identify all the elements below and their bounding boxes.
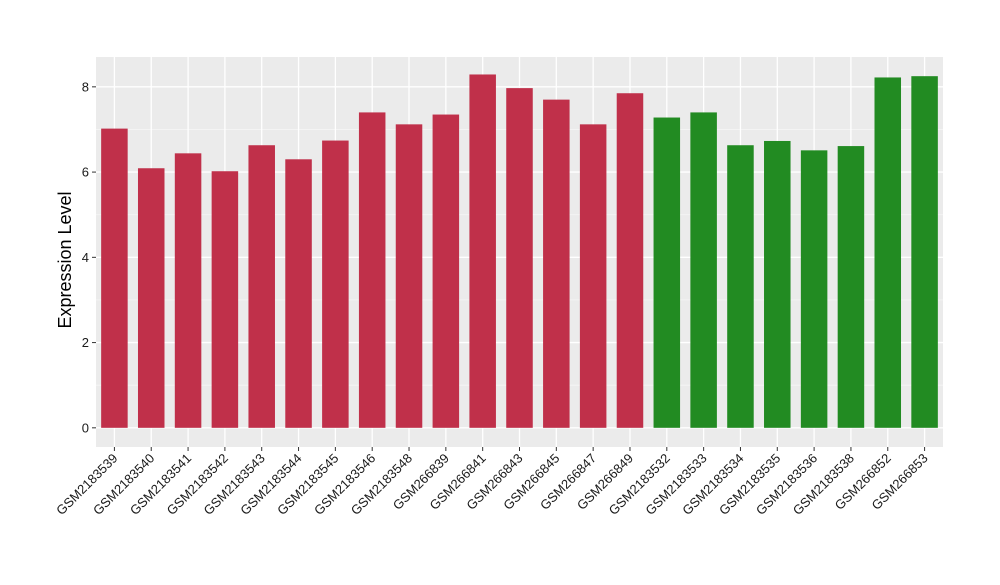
- bar-GSM2183543: [248, 145, 275, 428]
- y-axis: 0 2 4 6 8: [82, 79, 96, 435]
- bar-GSM2183535: [764, 140, 791, 428]
- bar-GSM2183545: [322, 140, 349, 428]
- bar-GSM266845: [543, 99, 570, 428]
- bar-GSM266839: [432, 114, 460, 428]
- bar-GSM266843: [506, 88, 533, 428]
- bars-group: [101, 74, 938, 428]
- bar-GSM266841: [469, 74, 496, 428]
- y-axis-label: Expression Level: [55, 191, 75, 328]
- bar-GSM2183533: [690, 112, 717, 428]
- y-tick-label: 6: [82, 165, 89, 180]
- bar-GSM2183548: [395, 124, 423, 428]
- bar-GSM266847: [579, 124, 607, 428]
- bar-GSM2183536: [800, 150, 828, 428]
- y-tick-label: 0: [82, 420, 89, 435]
- bar-GSM2183534: [727, 145, 754, 428]
- y-tick-label: 8: [82, 79, 89, 94]
- bar-GSM2183532: [653, 117, 681, 428]
- y-tick-label: 2: [82, 335, 89, 350]
- bar-GSM266849: [616, 93, 644, 428]
- bar-GSM266852: [874, 77, 902, 428]
- bar-GSM2183539: [101, 128, 128, 428]
- bar-GSM2183541: [174, 153, 202, 428]
- bar-GSM2183538: [837, 146, 865, 428]
- bar-GSM2183540: [137, 168, 165, 428]
- x-axis: GSM2183539GSM2183540GSM2183541GSM2183542…: [53, 447, 931, 518]
- y-tick-label: 4: [82, 250, 89, 265]
- bar-GSM2183546: [358, 112, 386, 428]
- bar-GSM2183544: [285, 159, 312, 428]
- bar-GSM2183542: [211, 171, 239, 428]
- bar-GSM266853: [911, 76, 938, 428]
